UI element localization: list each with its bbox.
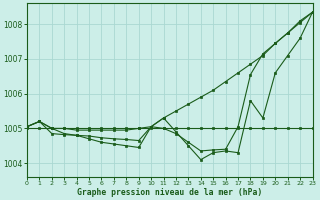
X-axis label: Graphe pression niveau de la mer (hPa): Graphe pression niveau de la mer (hPa) <box>77 188 262 197</box>
